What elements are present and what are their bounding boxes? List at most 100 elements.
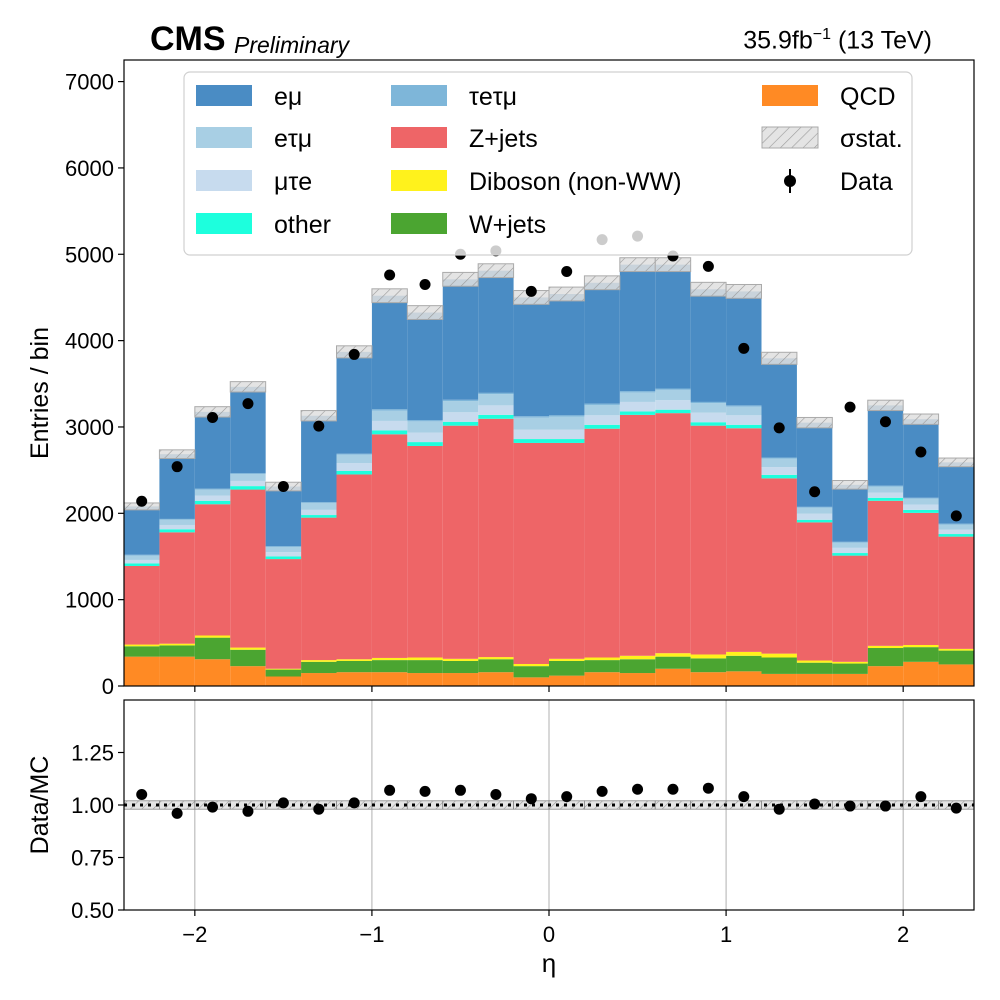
ytick-label-5: 5000 — [65, 242, 114, 267]
bar-3-7 — [371, 434, 408, 658]
bar-5-19 — [796, 513, 833, 520]
bar-2-16 — [690, 654, 727, 659]
bar-0-10 — [478, 672, 514, 686]
bar-7-21 — [867, 485, 904, 487]
legend-swatch-0 — [196, 85, 252, 106]
ratio-ytick-label-0: 0.50 — [71, 898, 114, 923]
bar-8-7 — [371, 295, 408, 410]
bar-7-12 — [549, 415, 585, 417]
legend-label-2: μτe — [274, 168, 312, 196]
ratio-point-8 — [419, 785, 431, 797]
bar-5-12 — [549, 429, 585, 440]
lumi-value: 35.9 — [743, 26, 792, 55]
unc-box-22 — [902, 413, 940, 425]
ratio-point-7 — [384, 784, 396, 796]
bar-7-9 — [442, 399, 479, 402]
bar-8-14 — [619, 264, 656, 392]
data-point-1 — [171, 461, 183, 473]
bar-7-10 — [478, 392, 514, 395]
data-point-12 — [561, 266, 573, 278]
data-point-2 — [207, 411, 219, 423]
bar-0-15 — [655, 668, 691, 686]
ratio-ytick-label-3: 1.25 — [71, 741, 114, 766]
ytick-label-7: 7000 — [65, 70, 114, 95]
bar-0-20 — [832, 673, 868, 686]
bar-0-11 — [513, 677, 549, 686]
bar-6-3 — [230, 474, 266, 481]
bar-5-4 — [265, 552, 302, 557]
ratio-point-23 — [950, 802, 962, 814]
legend-label-4: τeτμ — [469, 83, 517, 111]
experiment-label: CMS — [150, 20, 226, 58]
data-point-8 — [419, 278, 431, 290]
bar-5-13 — [584, 415, 620, 425]
bar-6-19 — [796, 507, 833, 514]
legend-marker-10 — [784, 175, 796, 187]
bar-2-20 — [832, 661, 868, 664]
bar-4-0 — [124, 563, 160, 566]
ratio-point-18 — [773, 803, 785, 815]
bar-4-14 — [619, 411, 656, 415]
bar-2-13 — [584, 657, 620, 661]
bar-3-6 — [336, 474, 372, 660]
bar-6-14 — [619, 392, 656, 402]
legend-label-5: Z+jets — [469, 125, 538, 153]
unc-box-1 — [158, 449, 196, 459]
bar-7-0 — [124, 554, 160, 556]
bar-0-5 — [301, 673, 337, 686]
legend-label-6: Diboson (non-WW) — [469, 168, 682, 196]
bar-4-5 — [301, 515, 337, 518]
bar-7-7 — [371, 409, 408, 411]
bar-6-9 — [442, 401, 479, 413]
bar-6-2 — [194, 489, 231, 496]
bar-5-3 — [230, 480, 266, 487]
series-7 — [124, 388, 974, 556]
bar-4-6 — [336, 471, 372, 475]
legend-frame — [183, 71, 913, 256]
series-5 — [124, 400, 974, 564]
bar-0-2 — [194, 659, 231, 686]
bar-6-18 — [761, 458, 797, 468]
luminosity-label: 35.9fb−1 (13 TeV) — [743, 26, 932, 55]
bar-8-8 — [407, 312, 443, 421]
bar-8-16 — [690, 289, 727, 402]
series-0 — [124, 656, 974, 686]
bar-6-16 — [690, 403, 727, 413]
bar-5-18 — [761, 467, 797, 475]
bar-0-12 — [549, 675, 585, 686]
bar-1-22 — [903, 647, 939, 662]
bar-1-3 — [230, 649, 266, 667]
bar-0-21 — [867, 666, 904, 686]
x-axis-label: η — [542, 948, 556, 978]
data-point-20 — [844, 401, 856, 413]
bar-7-22 — [903, 497, 939, 499]
bar-8-9 — [442, 279, 479, 400]
bar-1-5 — [301, 661, 337, 674]
series-1 — [124, 637, 974, 678]
bar-3-19 — [796, 522, 833, 661]
bar-4-2 — [194, 500, 231, 505]
bar-3-20 — [832, 555, 868, 662]
unc-box-23 — [938, 457, 975, 468]
bar-1-14 — [619, 659, 656, 674]
bar-4-21 — [867, 497, 904, 501]
bar-0-13 — [584, 672, 620, 686]
bar-4-3 — [230, 486, 266, 490]
xtick-label-0: −2 — [182, 922, 207, 947]
ratio-point-2 — [207, 801, 219, 813]
bar-2-22 — [903, 644, 939, 648]
bar-1-2 — [194, 637, 231, 660]
unc-box-14 — [619, 257, 656, 273]
data-point-22 — [915, 446, 927, 458]
unc-box-9 — [442, 271, 479, 287]
unc-box-13 — [583, 275, 621, 291]
bar-6-8 — [407, 421, 443, 433]
bar-1-13 — [584, 660, 620, 673]
bar-3-12 — [549, 442, 585, 659]
bar-0-19 — [796, 673, 833, 686]
bar-3-2 — [194, 504, 231, 636]
bar-7-5 — [301, 502, 337, 503]
ratio-point-4 — [277, 797, 289, 809]
bar-3-9 — [442, 425, 479, 659]
unc-box-12 — [548, 286, 585, 302]
